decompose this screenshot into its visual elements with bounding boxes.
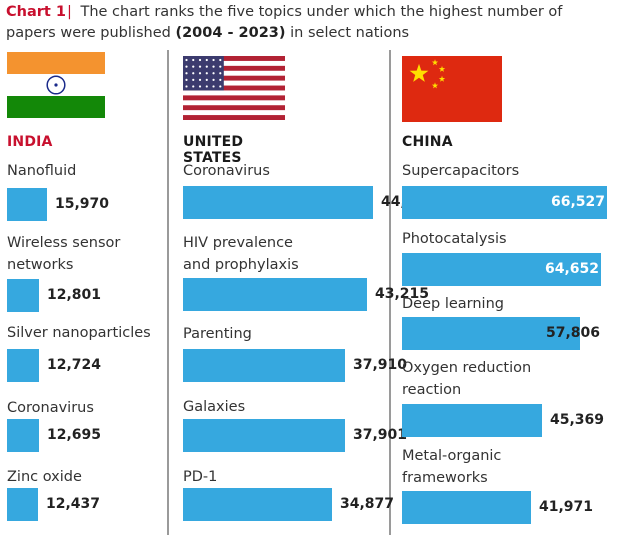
bar (183, 186, 373, 219)
bar (402, 253, 601, 286)
bar-value-label: 15,970 (55, 196, 110, 212)
bar-value-label: 57,806 (546, 325, 601, 341)
bar-value-label: 12,724 (47, 357, 102, 373)
bar-value-label: 66,527 (551, 194, 606, 210)
topic-label: Parenting (183, 326, 252, 342)
topic-label: Photocatalysis (402, 231, 507, 247)
topic-label: Deep learning (402, 296, 504, 312)
chart-description-end: in select nations (290, 25, 410, 41)
topic-label: Coronavirus (183, 163, 270, 179)
bar (7, 349, 39, 382)
usa-flag-icon (183, 56, 285, 124)
bar (7, 279, 39, 312)
bar-value-label: 12,801 (47, 287, 102, 303)
bar (402, 317, 580, 350)
bar (402, 404, 542, 437)
bar-value-label: 34,877 (340, 496, 395, 512)
bar-value-label: 12,695 (47, 427, 102, 443)
topic-label: Metal-organic frameworks (402, 448, 502, 486)
topic-label: Silver nanoparticles (7, 325, 151, 341)
topic-label: Nanofluid (7, 163, 77, 179)
topic-label: Oxygen reduction reaction (402, 360, 532, 398)
bar (402, 186, 607, 219)
country-label: INDIA (7, 134, 53, 150)
bar-value-label: 12,437 (46, 496, 101, 512)
bar (183, 419, 345, 452)
bar-value-label: 43,215 (375, 286, 430, 302)
bar (183, 278, 367, 311)
country-label: CHINA (402, 134, 453, 150)
bar-value-label: 41,971 (539, 499, 594, 515)
bar (7, 419, 39, 452)
topic-label: Coronavirus (7, 400, 94, 416)
chart-description: The chart ranks the five topics under wh… (6, 4, 563, 41)
bar (7, 188, 47, 221)
topic-label: HIV prevalence and prophylaxis (183, 235, 299, 273)
bar (183, 349, 345, 382)
column-divider (389, 50, 391, 535)
topic-label: Galaxies (183, 399, 246, 415)
country-label: UNITED STATES (183, 134, 244, 166)
topic-label: Supercapacitors (402, 163, 520, 179)
bar-value-label: 45,369 (550, 412, 605, 428)
chart-number: Chart 1 (6, 4, 66, 20)
bar-value-label: 64,652 (545, 261, 600, 277)
india-flag-icon (7, 52, 105, 122)
topic-label: Wireless sensor networks (7, 235, 121, 273)
bar (7, 488, 38, 521)
chart-separator: | (66, 4, 72, 20)
chart-header: Chart 1| The chart ranks the five topics… (6, 2, 612, 44)
bar-value-label: 37,910 (353, 357, 408, 373)
bar (183, 488, 332, 521)
column-divider (167, 50, 169, 535)
china-flag-icon (402, 56, 502, 126)
chart-period: (2004 - 2023) (175, 25, 286, 41)
bar-value-label: 37,901 (353, 427, 408, 443)
topic-label: PD-1 (183, 469, 218, 485)
topic-label: Zinc oxide (7, 469, 82, 485)
bar (402, 491, 531, 524)
